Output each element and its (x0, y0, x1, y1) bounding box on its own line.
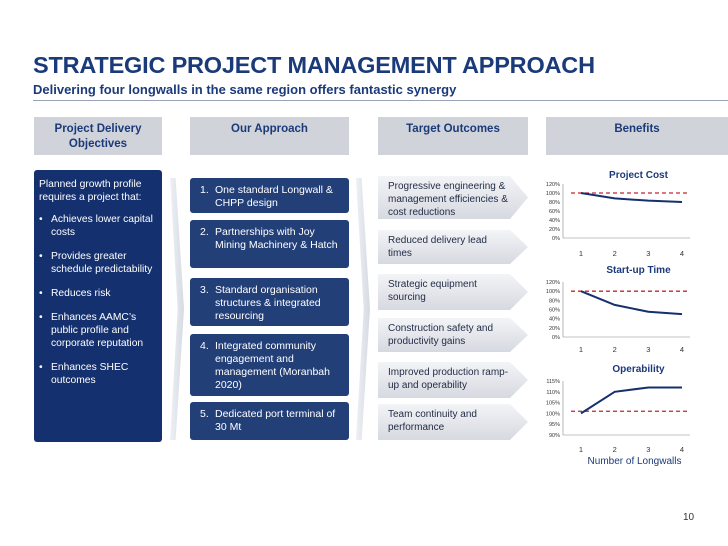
approach-item-5: 5. Dedicated port terminal of 30 Mt (190, 402, 349, 440)
y-tick-label: 40% (549, 218, 560, 224)
x-tick-label: 3 (646, 445, 650, 454)
y-tick-label: 90% (549, 433, 560, 439)
y-tick-label: 95% (549, 422, 560, 428)
objective-item: • Achieves lower capital costs (39, 214, 153, 238)
approach-item-4: 4. Integrated community engagement and ma… (190, 334, 349, 396)
column-header-objectives: Project Delivery Objectives (34, 117, 162, 155)
y-tick-label: 100% (546, 289, 560, 295)
objective-item: • Reduces risk (39, 288, 111, 299)
y-tick-label: 60% (549, 209, 560, 215)
objectives-intro: Planned growth profile requires a projec… (39, 179, 142, 203)
approach-item-3: 3. Standard organisation structures & int… (190, 278, 349, 326)
outcome-item: Progressive engineering & management eff… (378, 176, 528, 219)
series-line (580, 386, 682, 415)
y-tick-label: 80% (549, 298, 560, 304)
x-tick-label: 4 (680, 249, 684, 258)
x-tick-label: 4 (680, 445, 684, 454)
x-tick-label: 4 (680, 345, 684, 354)
y-tick-label: 110% (546, 390, 560, 396)
outcome-item: Reduced delivery lead times (378, 230, 528, 264)
outcome-item: Improved production ramp-up and operabil… (378, 362, 528, 398)
series-line (580, 290, 683, 316)
approach-item-2: 2. Partnerships with Joy Mining Machinery… (190, 220, 349, 268)
y-tick-label: 0% (552, 335, 560, 341)
y-tick-label: 105% (546, 401, 560, 407)
y-tick-label: 20% (549, 227, 560, 233)
objective-item: • Provides greater schedule predictabilit… (39, 251, 153, 275)
page-title: STRATEGIC PROJECT MANAGEMENT APPROACH (33, 52, 595, 78)
page-subtitle: Delivering four longwalls in the same re… (33, 82, 457, 97)
objective-item: • Enhances SHEC outcomes (39, 362, 129, 386)
outcome-item: Team continuity and performance (378, 404, 528, 440)
x-tick-label: 1 (579, 249, 583, 258)
chart-title: Project Cost (609, 170, 669, 181)
outcome-item: Strategic equipment sourcing (378, 274, 528, 310)
y-tick-label: 120% (546, 182, 560, 188)
y-tick-label: 20% (549, 326, 560, 332)
y-tick-label: 100% (546, 411, 560, 417)
chart-title: Start-up Time (606, 265, 671, 276)
title-divider (33, 100, 728, 101)
x-tick-label: 2 (613, 249, 617, 258)
outcome-item: Construction safety and productivity gai… (378, 318, 528, 352)
x-tick-label: 2 (613, 445, 617, 454)
chart-title: Operability (612, 364, 665, 375)
column-header-approach: Our Approach (190, 117, 349, 155)
y-tick-label: 120% (546, 280, 560, 286)
y-tick-label: 80% (549, 200, 560, 206)
column-header-outcomes: Target Outcomes (378, 117, 528, 155)
objective-item: • Enhances AAMC’s public profile and corp… (39, 312, 144, 349)
x-tick-label: 2 (613, 345, 617, 354)
y-tick-label: 60% (549, 308, 560, 314)
approach-item-1: 1. One standard Longwall & CHPP design (190, 178, 349, 213)
x-tick-label: 3 (646, 249, 650, 258)
series-line (580, 192, 683, 203)
x-axis-label: Number of Longwalls (588, 456, 682, 467)
x-tick-label: 1 (579, 345, 583, 354)
x-tick-label: 3 (646, 345, 650, 354)
column-header-benefits: Benefits (546, 117, 728, 155)
x-tick-label: 1 (579, 445, 583, 454)
page-number: 10 (683, 512, 695, 523)
y-tick-label: 0% (552, 236, 560, 242)
y-tick-label: 115% (546, 379, 560, 385)
y-tick-label: 100% (546, 191, 560, 197)
objectives-box: Planned growth profile requires a projec… (34, 170, 162, 442)
y-tick-label: 40% (549, 317, 560, 323)
